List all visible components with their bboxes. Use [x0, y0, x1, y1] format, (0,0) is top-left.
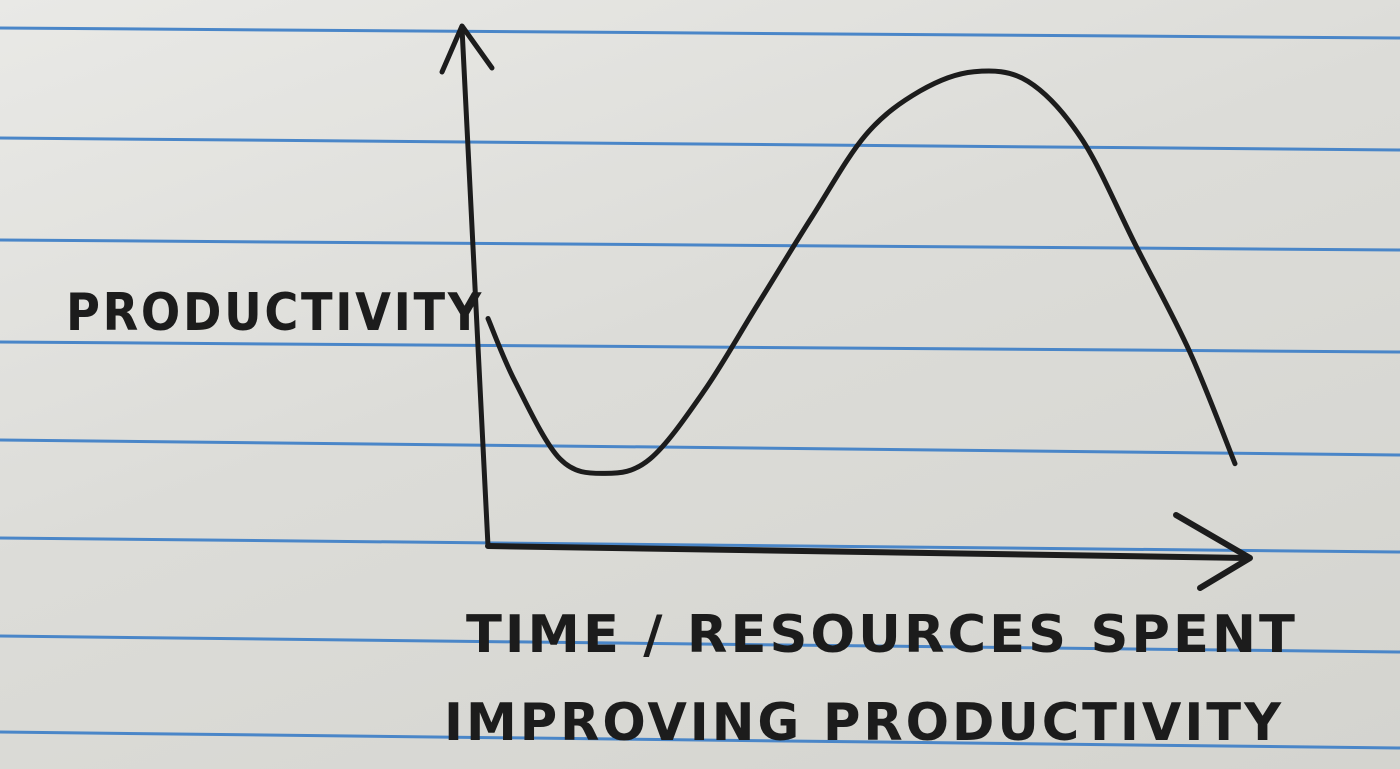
y-axis-arrowhead	[439, 23, 495, 75]
x-axis-label-line1: TIME / RESOURCES SPENT	[466, 605, 1298, 665]
ruled-line	[0, 238, 1400, 252]
ruled-line	[0, 26, 1400, 40]
ruled-line	[0, 136, 1400, 152]
x-axis	[485, 543, 1251, 561]
ruled-line	[0, 340, 1400, 354]
ruled-line	[0, 634, 1400, 654]
ruled-line	[0, 730, 1400, 750]
y-axis-label: PRODUCTIVITY	[66, 283, 484, 343]
ruled-line	[0, 438, 1400, 457]
ruled-line	[0, 536, 1400, 554]
x-axis-arrowhead	[1173, 512, 1253, 591]
ruled-lines	[0, 26, 1400, 750]
x-axis-label-line2: IMPROVING PRODUCTIVITY	[444, 693, 1284, 753]
series-line	[485, 68, 1238, 476]
y-axis	[459, 25, 491, 549]
